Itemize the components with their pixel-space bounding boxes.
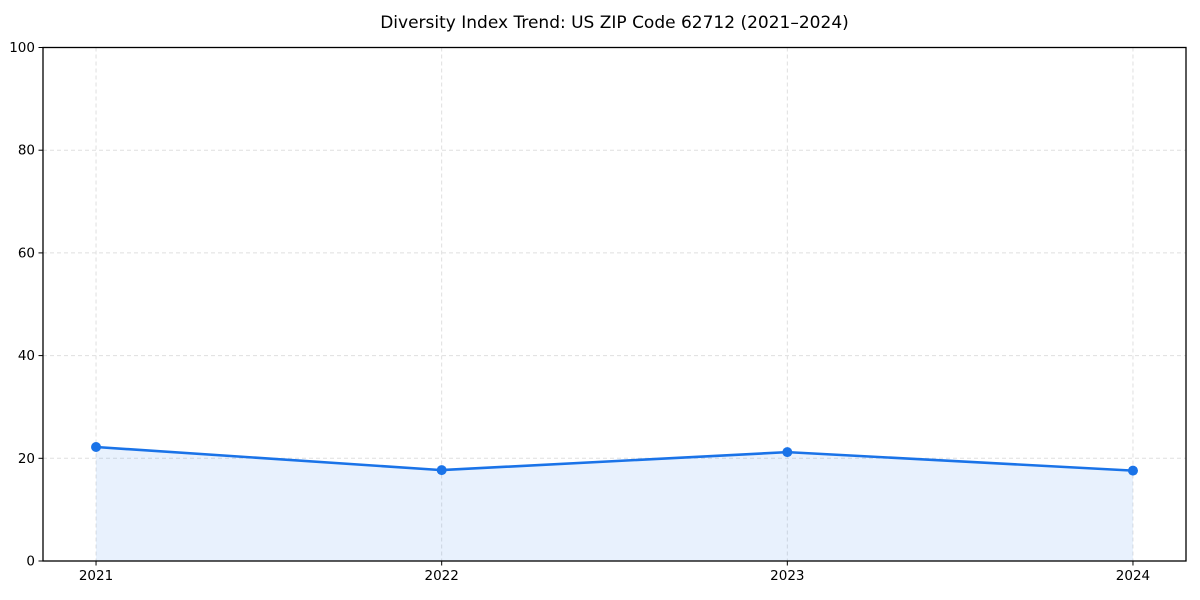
data-point-marker <box>91 442 102 453</box>
y-tick-label: 100 <box>9 40 35 56</box>
data-point-marker <box>436 465 447 476</box>
data-point-marker <box>782 447 793 458</box>
area-fill <box>96 447 1133 561</box>
y-tick-label: 0 <box>26 554 35 570</box>
plot-frame <box>42 46 1187 562</box>
data-point-marker <box>1127 465 1138 476</box>
x-tick-label: 2024 <box>1116 568 1150 584</box>
x-tick-label: 2022 <box>424 568 458 584</box>
x-tick-label: 2021 <box>79 568 113 584</box>
x-tick-label: 2023 <box>770 568 804 584</box>
chart-title: Diversity Index Trend: US ZIP Code 62712… <box>380 13 849 33</box>
trend-line <box>94 445 1135 472</box>
y-tick-label: 40 <box>18 348 35 364</box>
y-tick-label: 20 <box>18 451 35 467</box>
y-tick-label: 60 <box>18 245 35 261</box>
y-tick-label: 80 <box>18 143 35 159</box>
